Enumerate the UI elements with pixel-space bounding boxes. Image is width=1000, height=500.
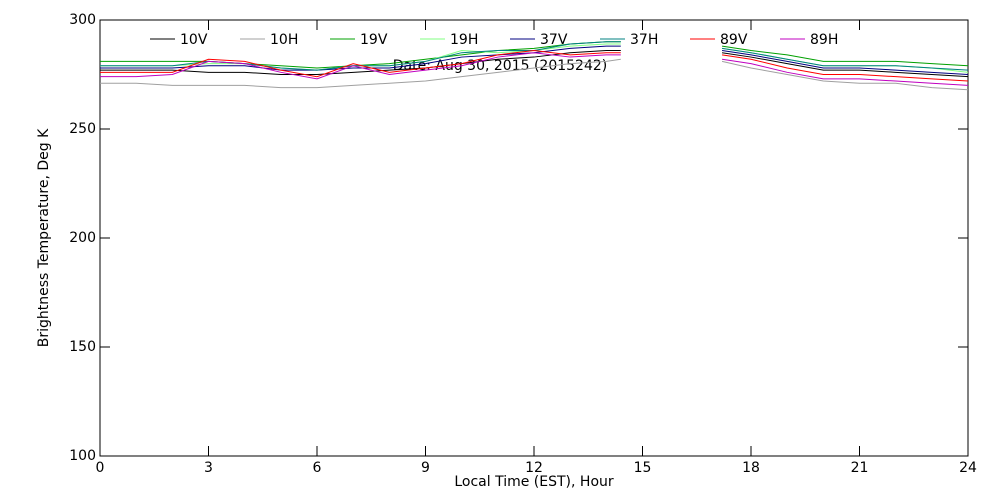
x-tick-label: 24 xyxy=(959,460,977,476)
legend-label: 10H xyxy=(270,32,298,48)
x-tick-label: 6 xyxy=(313,460,322,476)
data-line xyxy=(100,41,969,69)
chart-title: Date: Aug 30, 2015 (2015242) xyxy=(393,58,607,74)
x-tick-label: 15 xyxy=(634,460,652,476)
legend-label: 10V xyxy=(180,32,208,48)
x-tick-label: 9 xyxy=(421,460,430,476)
y-tick-label: 150 xyxy=(69,339,96,355)
legend-label: 19V xyxy=(360,32,388,48)
y-axis-label: Brightness Temperature, Deg K xyxy=(36,128,52,347)
x-tick-label: 3 xyxy=(204,460,213,476)
legend-label: 89V xyxy=(720,32,748,48)
data-line xyxy=(100,41,969,71)
x-tick-label: 12 xyxy=(525,460,543,476)
legend-label: 89H xyxy=(810,32,838,48)
data-line xyxy=(100,50,969,82)
data-line xyxy=(100,58,969,91)
x-axis-label: Local Time (EST), Hour xyxy=(454,474,614,490)
legend-label: 37H xyxy=(630,32,658,48)
y-tick-label: 100 xyxy=(69,448,96,464)
legend-label: 19H xyxy=(450,32,478,48)
x-tick-label: 21 xyxy=(851,460,869,476)
data-line xyxy=(100,52,969,86)
legend-label: 37V xyxy=(540,32,568,48)
y-tick-label: 300 xyxy=(69,12,96,28)
x-tick-label: 18 xyxy=(742,460,760,476)
x-tick-label: 0 xyxy=(96,460,105,476)
y-tick-label: 250 xyxy=(69,121,96,137)
y-tick-label: 200 xyxy=(69,230,96,246)
